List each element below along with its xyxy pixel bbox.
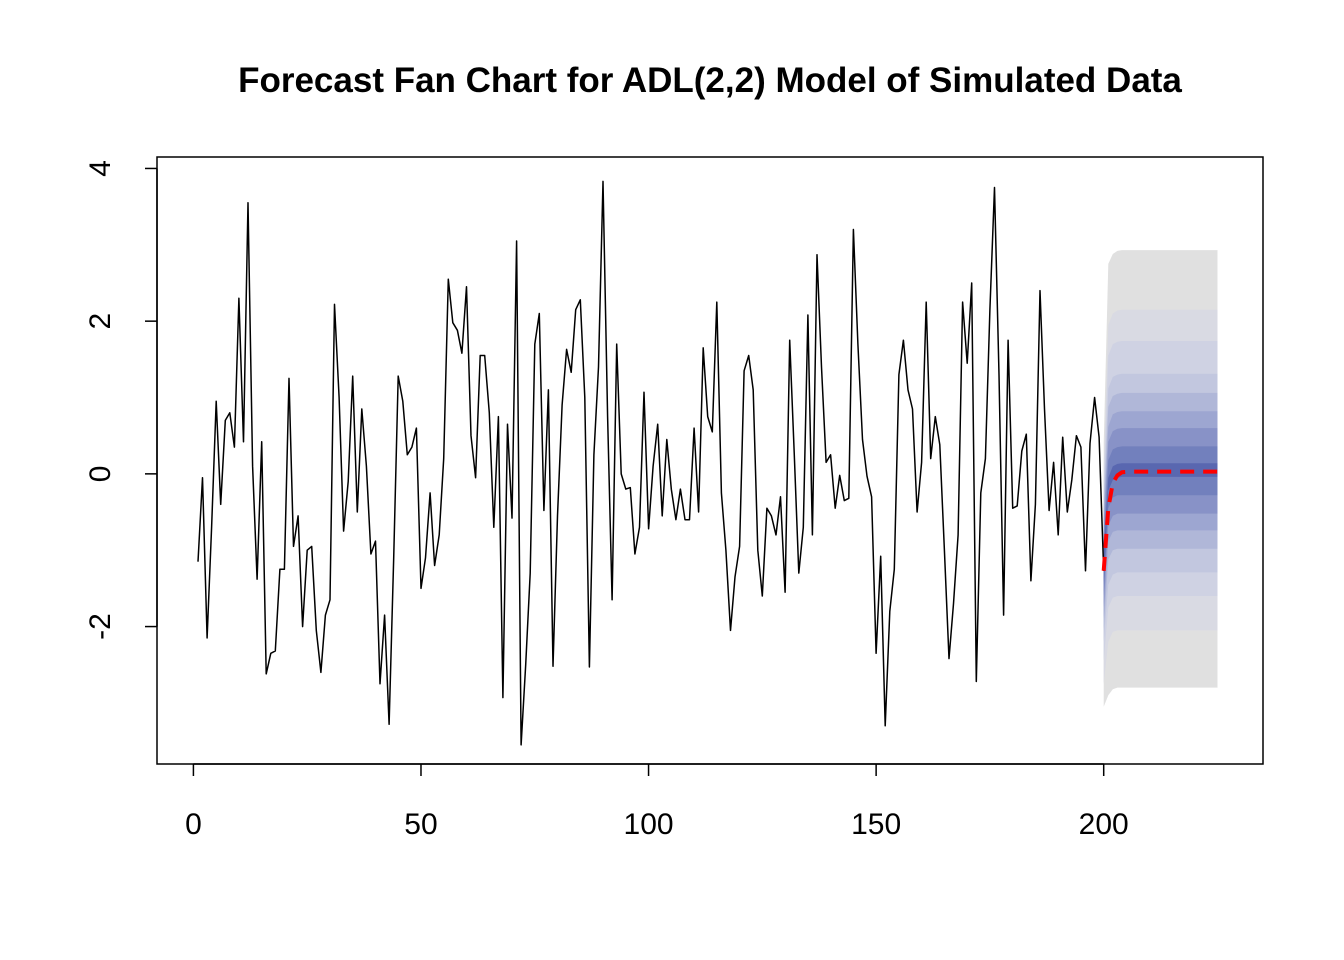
fan-bands — [1103, 250, 1218, 707]
plot-frame — [156, 156, 1264, 765]
forecast-mean-line — [1101, 469, 1218, 571]
fan-band-9 — [1103, 463, 1218, 585]
y-tick-label: 4 — [84, 160, 117, 177]
chart-title: Forecast Fan Chart for ADL(2,2) Model of… — [238, 61, 1182, 100]
x-tick-label: 0 — [185, 808, 202, 841]
fan-band-8 — [1103, 446, 1218, 596]
series-lines — [197, 180, 1218, 746]
y-tick-label: 0 — [84, 466, 117, 483]
y-axis: -2 0 2 4 — [84, 160, 158, 640]
x-tick-label: 100 — [624, 808, 674, 841]
x-axis: 0 50 100 150 200 — [185, 763, 1129, 841]
observed-series-line — [197, 180, 1105, 746]
y-tick-label: -2 — [84, 613, 117, 640]
y-tick-label: 2 — [84, 313, 117, 330]
x-tick-label: 200 — [1079, 808, 1129, 841]
x-tick-label: 50 — [404, 808, 437, 841]
x-tick-label: 150 — [851, 808, 901, 841]
